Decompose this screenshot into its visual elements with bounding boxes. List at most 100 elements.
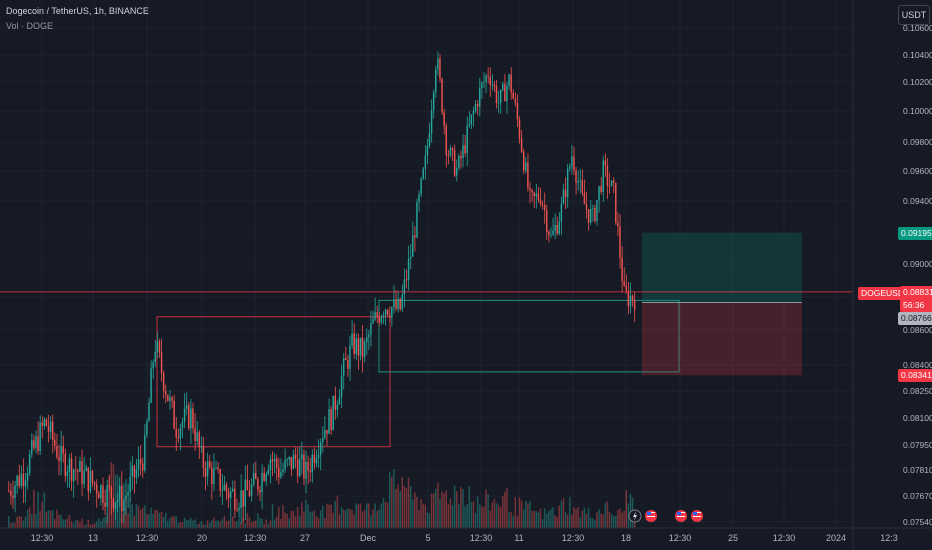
- time-tick-label: 2024: [826, 533, 846, 543]
- us-flag-icon[interactable]: [691, 510, 703, 522]
- flag-stripe: [647, 516, 655, 517]
- time-tick-label: 12:30: [136, 533, 159, 543]
- candle-body: [428, 133, 431, 147]
- candle-body: [405, 279, 408, 281]
- candle-body: [188, 405, 190, 429]
- candle-body: [432, 92, 435, 111]
- volume-bar: [181, 522, 184, 528]
- volume-bar: [93, 523, 96, 528]
- candle-body: [460, 156, 462, 159]
- candle-body: [537, 193, 540, 200]
- flag-stripe: [647, 518, 655, 519]
- volume-bar: [340, 507, 343, 528]
- volume-bar: [217, 520, 219, 528]
- volume-bar: [338, 514, 341, 528]
- volume-bar: [98, 518, 100, 528]
- candle-body: [192, 408, 194, 429]
- candle-body: [462, 145, 464, 159]
- volume-bar: [462, 489, 464, 528]
- volume-bar: [234, 521, 236, 528]
- volume-bar: [472, 501, 475, 528]
- volume-bar: [399, 490, 401, 528]
- candle-body: [18, 475, 20, 486]
- volume-bar: [374, 503, 376, 528]
- candle-body: [535, 193, 537, 196]
- time-tick-label: 12:30: [773, 533, 796, 543]
- volume-bar: [393, 469, 395, 528]
- candle-body: [319, 442, 322, 455]
- candle-body: [470, 114, 473, 125]
- flag-stripe: [677, 518, 685, 519]
- volume-bar: [160, 511, 163, 528]
- volume-bar: [326, 503, 328, 528]
- candle-body: [208, 461, 211, 468]
- candle-body: [100, 485, 102, 499]
- candle-body: [617, 222, 619, 227]
- candle-body: [68, 458, 71, 472]
- candle-body: [263, 472, 265, 481]
- candle-body: [51, 421, 54, 440]
- volume-bar: [520, 500, 523, 528]
- volume-bar: [202, 524, 205, 528]
- price-tick-label: 0.09000: [903, 259, 932, 269]
- candle-body: [476, 103, 479, 107]
- volume-bar: [531, 510, 533, 528]
- volume-bar: [261, 518, 263, 528]
- volume-bar: [617, 509, 619, 528]
- candle-body: [502, 83, 504, 90]
- volume-bar: [550, 509, 552, 528]
- candle-body: [169, 397, 171, 401]
- candle-body: [363, 341, 366, 358]
- volume-bar: [72, 523, 75, 528]
- event-markers[interactable]: [628, 509, 703, 523]
- flag-canton: [677, 512, 681, 515]
- time-tick-label: 20: [197, 533, 207, 543]
- volume-bar: [449, 498, 452, 528]
- volume-bar: [317, 517, 320, 528]
- volume-bar: [397, 484, 399, 528]
- candle-body: [539, 199, 542, 204]
- volume-bar: [45, 512, 48, 528]
- range-boxes[interactable]: [156, 299, 680, 448]
- candle-body: [401, 294, 404, 310]
- candle-body: [608, 185, 611, 187]
- candle-body: [554, 224, 556, 231]
- lightning-icon[interactable]: [628, 509, 642, 523]
- lightning-glyph: [633, 511, 637, 521]
- candle-body: [72, 469, 75, 482]
- candle-body: [558, 221, 561, 234]
- candle-body: [64, 453, 66, 477]
- us-flag-icon[interactable]: [675, 510, 687, 522]
- volume-bar: [623, 510, 625, 528]
- volume-bar: [81, 518, 83, 528]
- candle-body: [579, 180, 581, 182]
- long-position-tool[interactable]: [642, 232, 802, 376]
- volume-bar: [388, 472, 391, 528]
- candle-body: [550, 234, 552, 236]
- candle-body: [121, 485, 123, 512]
- candle-body: [336, 404, 339, 410]
- volume-bar: [271, 503, 274, 528]
- candle-body: [342, 357, 345, 376]
- volume-bar: [154, 509, 156, 528]
- candle-body: [409, 256, 412, 259]
- candle-body: [347, 359, 349, 369]
- chart-title[interactable]: Dogecoin / TetherUS, 1h, BINANCE: [6, 6, 149, 16]
- volume-bar: [26, 509, 29, 528]
- volume-bar: [231, 516, 234, 528]
- candle-body: [49, 421, 52, 433]
- volume-bar: [219, 521, 221, 528]
- price-tick-label: 0.08600: [903, 325, 932, 335]
- volume-bar: [351, 510, 353, 528]
- volume-bar: [47, 510, 50, 528]
- volume-bar: [543, 508, 546, 528]
- currency-button[interactable]: USDT: [898, 5, 930, 25]
- volume-legend[interactable]: Vol · DOGE: [6, 21, 54, 31]
- volume-bar: [267, 524, 270, 528]
- candle-body: [313, 454, 316, 464]
- volume-bar: [200, 521, 203, 528]
- candle-body: [483, 81, 485, 83]
- us-flag-icon[interactable]: [645, 510, 657, 522]
- volume-bar: [89, 524, 92, 528]
